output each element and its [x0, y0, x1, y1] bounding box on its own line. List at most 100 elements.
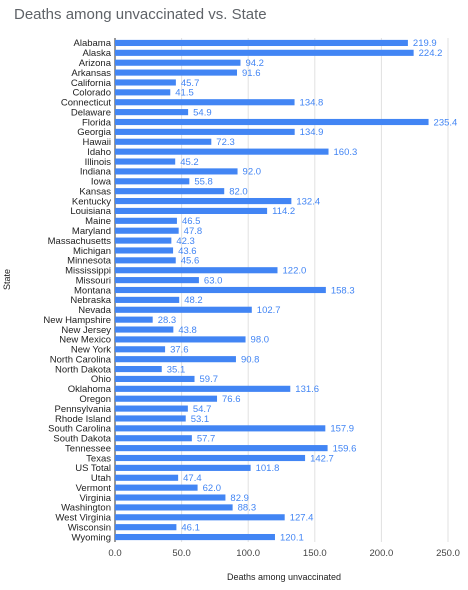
x-tick-label: 150.0 [303, 548, 327, 559]
bar [115, 336, 246, 343]
value-label: 127.4 [290, 513, 314, 524]
category-label: South Carolina [48, 424, 112, 435]
value-label: 76.6 [222, 394, 241, 405]
bar [115, 484, 198, 491]
bar [115, 474, 179, 481]
bar [115, 405, 188, 412]
category-label: Illinois [85, 157, 112, 168]
bar [115, 395, 218, 402]
bar [115, 128, 295, 135]
category-label: Florida [82, 117, 112, 128]
value-label: 37.6 [170, 345, 189, 356]
category-label: Utah [91, 473, 111, 484]
category-label: North Carolina [50, 354, 112, 365]
bar [115, 49, 414, 56]
value-label: 159.6 [333, 443, 357, 454]
bar [115, 514, 285, 521]
category-label: Wisconsin [68, 522, 111, 533]
category-label: West Virginia [55, 513, 111, 524]
category-label: Colorado [72, 88, 111, 99]
bar [115, 415, 186, 422]
category-label: Iowa [91, 177, 112, 188]
value-label: 42.3 [176, 236, 195, 247]
value-label: 134.9 [300, 127, 324, 138]
value-label: 47.8 [184, 226, 203, 237]
category-label: Alaska [82, 48, 111, 59]
bar [115, 39, 408, 47]
value-label: 47.4 [183, 473, 202, 484]
category-label: Oklahoma [68, 384, 112, 395]
bar [115, 59, 241, 66]
value-label: 132.4 [296, 196, 320, 207]
category-label: Rhode Island [55, 414, 111, 425]
value-label: 88.3 [238, 503, 257, 514]
bar [115, 375, 195, 383]
bar [115, 148, 329, 155]
x-tick-label: 50.0 [172, 548, 191, 559]
bar [115, 277, 199, 284]
value-label: 53.1 [191, 414, 210, 425]
category-label: Idaho [87, 147, 111, 158]
value-label: 82.9 [230, 493, 249, 504]
category-label: North Dakota [55, 364, 112, 375]
category-label: Ohio [91, 374, 111, 385]
bar [115, 178, 190, 185]
value-label: 120.1 [280, 532, 304, 543]
value-label: 90.8 [241, 354, 260, 365]
bar [115, 306, 252, 313]
bar [115, 425, 326, 432]
bar [115, 533, 275, 541]
category-label: Connecticut [61, 98, 112, 109]
category-label: Tennessee [65, 443, 111, 454]
value-label: 235.4 [434, 117, 458, 128]
bar [115, 365, 162, 373]
value-label: 57.7 [197, 434, 216, 445]
value-label: 54.7 [193, 404, 212, 415]
value-label: 46.5 [182, 216, 201, 227]
bar [115, 316, 153, 323]
category-label: Delaware [71, 107, 111, 118]
category-label: Vermont [76, 483, 112, 494]
value-label: 43.8 [178, 325, 197, 336]
bar [115, 385, 291, 392]
value-label: 46.1 [181, 522, 200, 533]
bar [115, 89, 171, 96]
bar [115, 445, 328, 452]
chart-title: Deaths among unvaccinated vs. State [14, 6, 267, 23]
value-label: 114.2 [272, 206, 295, 217]
x-tick-label: 250.0 [436, 548, 460, 559]
value-label: 219.9 [413, 38, 437, 49]
category-label: Maine [85, 216, 111, 227]
bar [115, 504, 233, 511]
category-label: Montana [74, 285, 112, 296]
category-label: Georgia [77, 127, 112, 138]
value-label: 63.0 [204, 275, 223, 286]
category-label: New York [71, 345, 111, 356]
x-tick-label: 200.0 [370, 548, 394, 559]
category-label: New Hampshire [43, 315, 111, 326]
bar [115, 237, 172, 244]
bar [115, 207, 268, 215]
category-label: Missouri [76, 275, 111, 286]
bar [115, 217, 177, 224]
bar [115, 454, 306, 462]
category-label: Pennsylvania [54, 404, 111, 415]
category-label: South Dakota [53, 434, 111, 445]
bar [115, 356, 236, 363]
category-label: Michigan [73, 246, 111, 257]
value-label: 92.0 [243, 167, 262, 178]
category-label: Massachusetts [48, 236, 112, 247]
bar [115, 69, 238, 76]
value-label: 72.3 [216, 137, 235, 148]
value-label: 45.7 [181, 78, 200, 89]
category-label: Indiana [80, 167, 112, 178]
category-label: Nebraska [70, 295, 111, 306]
category-label: Virginia [79, 493, 111, 504]
bar [115, 109, 189, 116]
value-label: 45.2 [180, 157, 199, 168]
value-label: 94.2 [245, 58, 264, 69]
category-label: Kansas [79, 186, 111, 197]
category-label: Minnesota [67, 256, 112, 267]
value-label: 28.3 [158, 315, 177, 326]
bar [115, 346, 166, 353]
